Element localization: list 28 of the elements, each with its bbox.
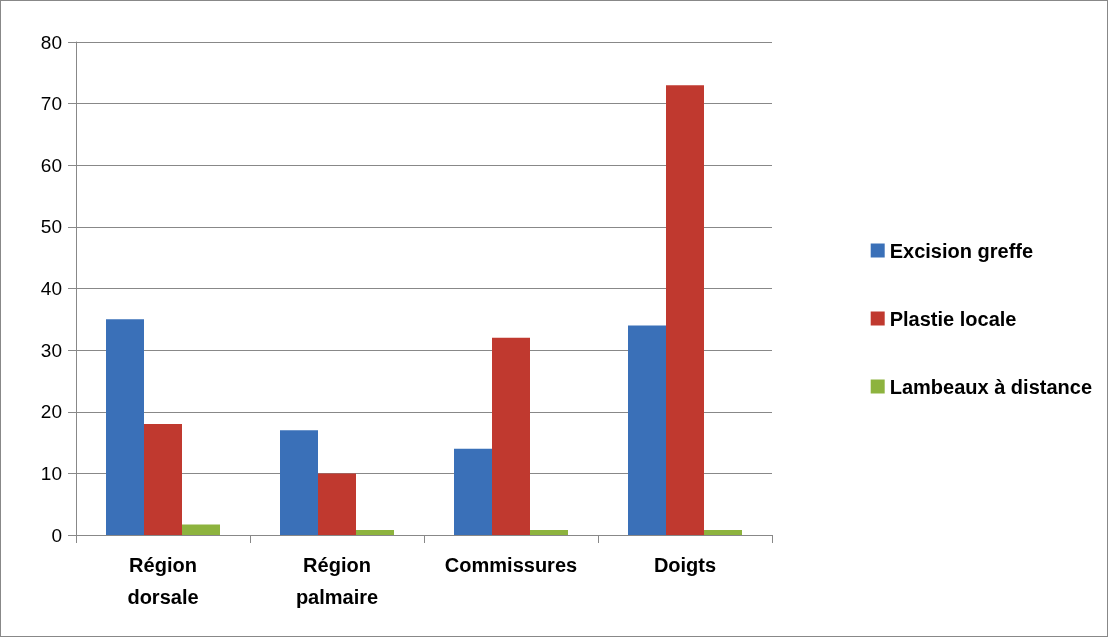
y-tick-label: 70 — [40, 93, 62, 115]
x-tick-label: Doigts — [653, 554, 717, 576]
bar — [628, 325, 666, 535]
y-tick-label: 40 — [40, 278, 62, 299]
bar — [144, 424, 182, 535]
bar — [318, 473, 356, 535]
x-tick-label: Commissures — [444, 554, 578, 576]
bar — [106, 319, 144, 535]
y-tick-label: 30 — [40, 339, 62, 361]
bar — [280, 430, 318, 535]
x-tick-label: Région dorsale — [127, 554, 199, 608]
bar — [356, 530, 394, 535]
bar — [492, 337, 530, 535]
bar — [454, 448, 492, 535]
legend-label: Lambeaux à distance — [889, 375, 1093, 398]
legend-label: Excision greffe — [889, 239, 1034, 262]
y-tick-label: 60 — [40, 154, 62, 176]
x-tick-label: Région palmaire — [295, 554, 379, 608]
y-tick-label: 50 — [40, 216, 62, 238]
y-tick-label: 10 — [40, 462, 62, 484]
legend-label: Plastie locale — [889, 307, 1017, 330]
y-tick-label: 0 — [51, 524, 62, 546]
y-tick-label: 20 — [40, 401, 62, 423]
y-tick-label: 80 — [40, 31, 62, 53]
bar — [666, 85, 704, 535]
bar — [530, 530, 568, 535]
bar — [182, 524, 220, 535]
bar — [704, 530, 742, 535]
